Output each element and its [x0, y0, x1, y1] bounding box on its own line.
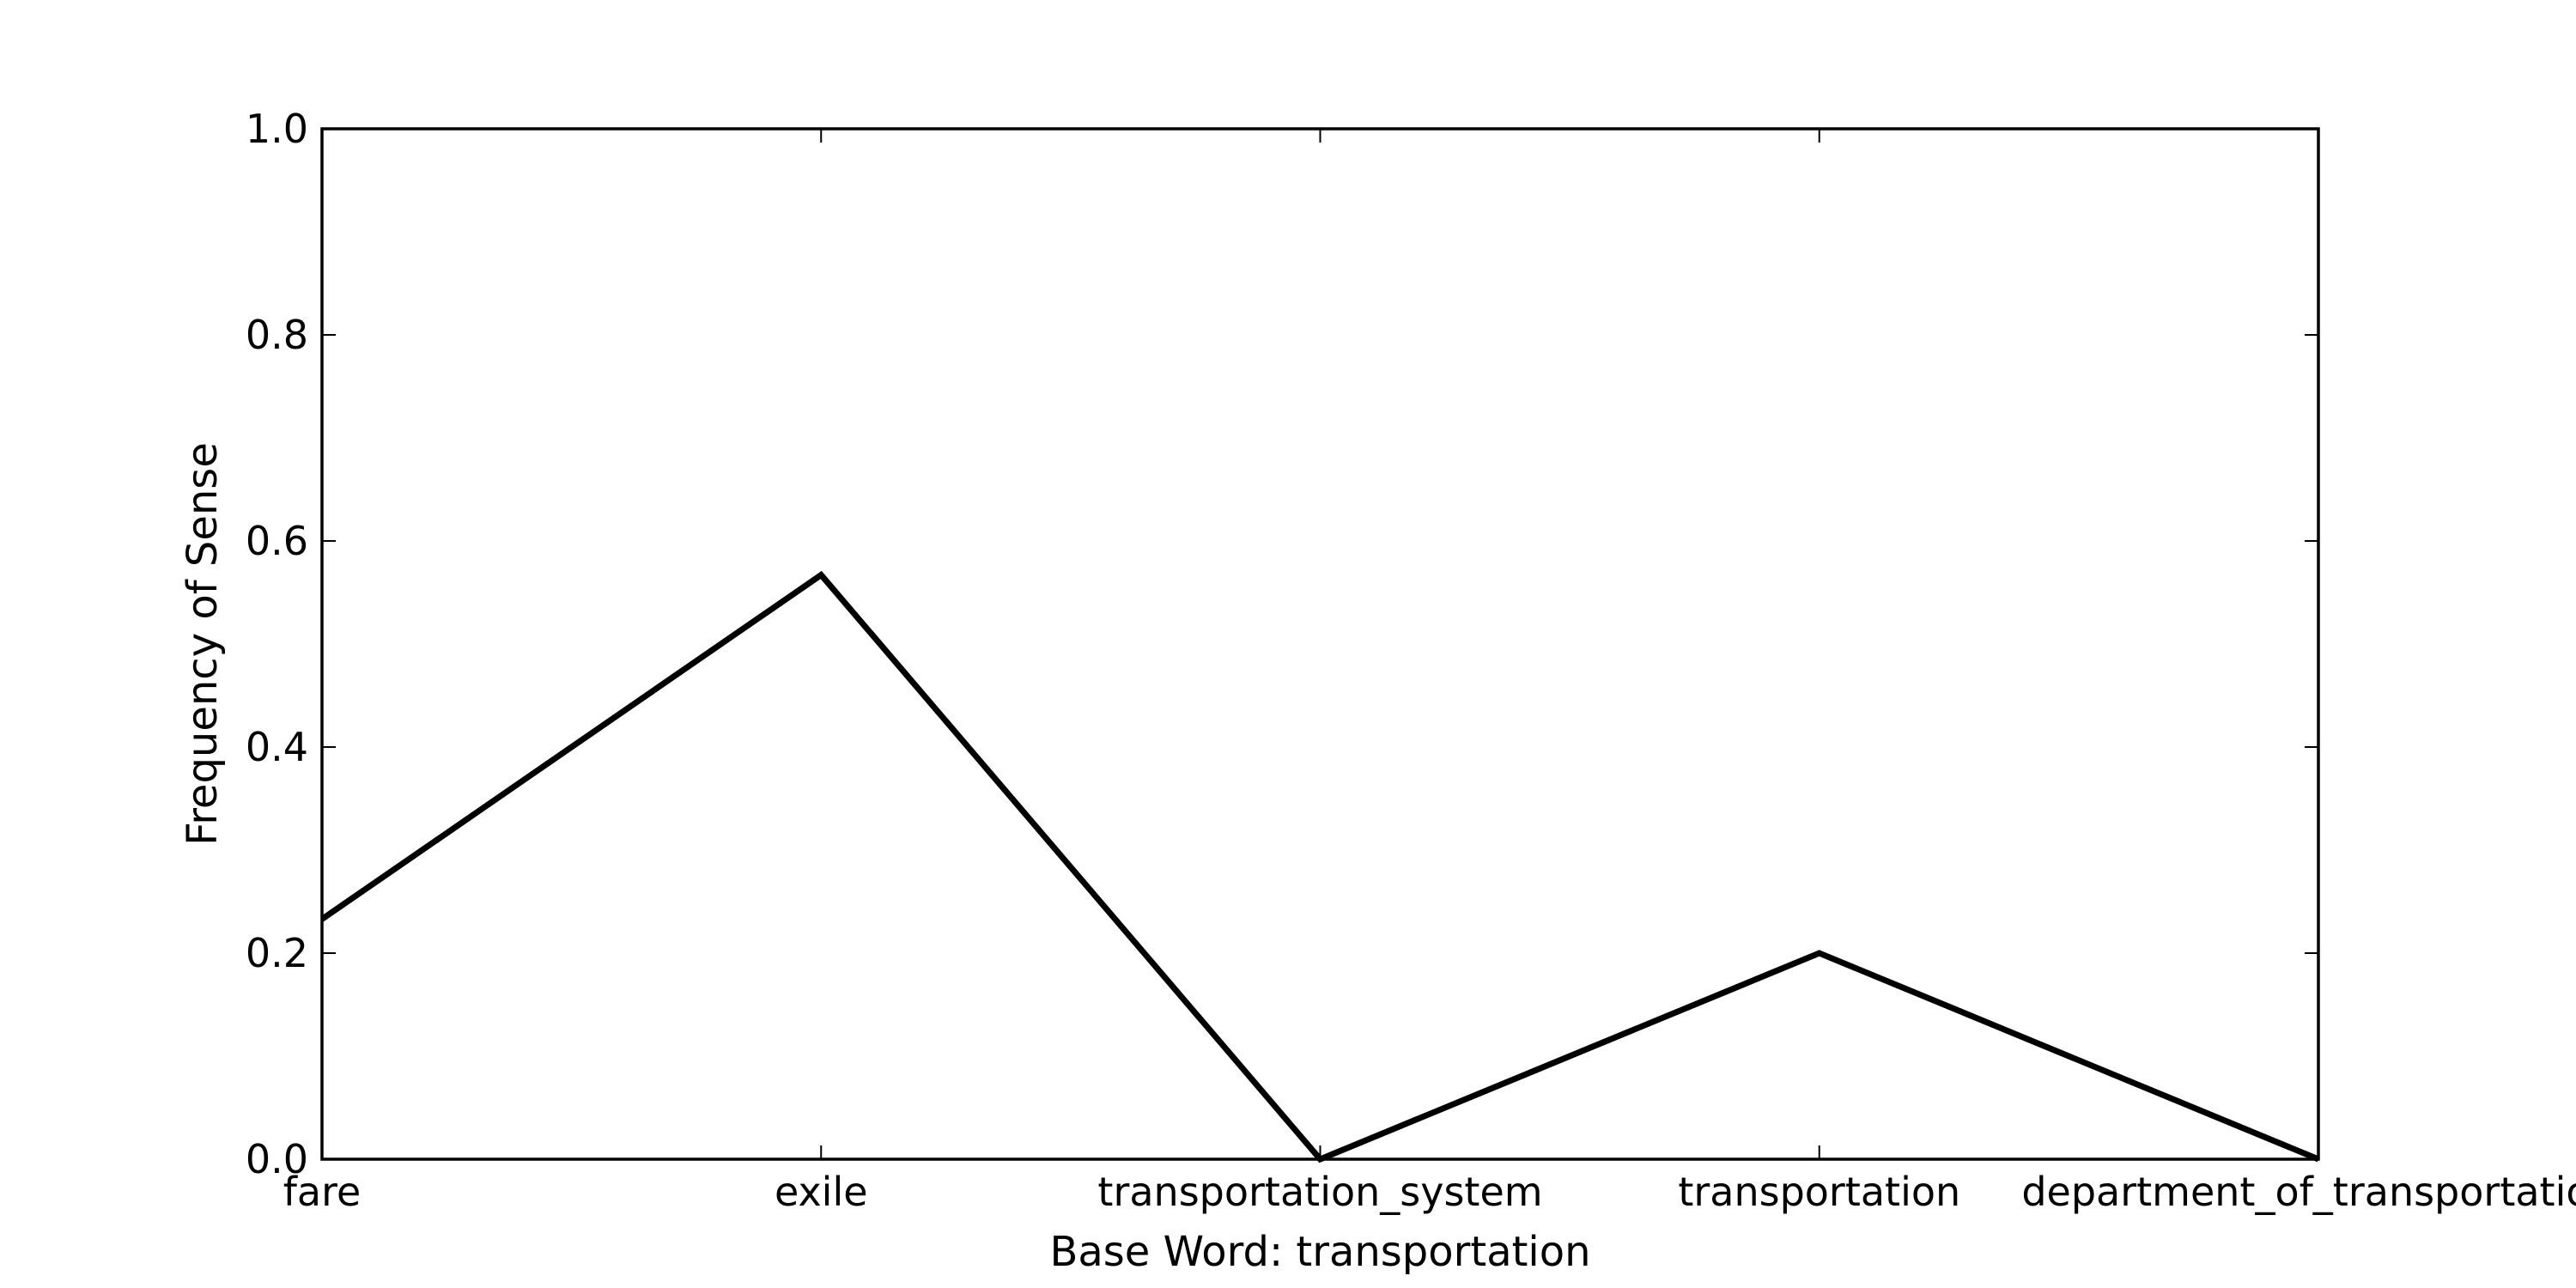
y-tick-label: 0.6 — [246, 518, 308, 564]
x-tick-label: transportation — [1678, 1169, 1960, 1215]
y-tick-labels: 0.0 0.2 0.4 0.6 0.8 1.0 — [246, 106, 308, 1182]
series-line — [320, 570, 2320, 1163]
x-tick-label: exile — [775, 1169, 868, 1215]
x-axis-label: Base Word: transportation — [1049, 1228, 1590, 1276]
y-tick-label: 0.8 — [246, 312, 308, 358]
y-axis-label: Frequency of Sense — [179, 442, 227, 846]
x-tick-label: department_of_transportation — [2021, 1169, 2576, 1215]
x-tick-label: fare — [283, 1169, 361, 1215]
y-tick-label: 0.4 — [246, 724, 308, 770]
series-layer — [320, 570, 2320, 1163]
tick-marks — [321, 128, 2319, 1160]
data-point — [1819, 952, 1820, 954]
x-tick-labels: fare exile transportation_system transporta… — [283, 1169, 2576, 1215]
y-tick-label: 0.2 — [246, 930, 308, 976]
plot-frame — [320, 127, 2320, 1161]
y-tick-label: 1.0 — [246, 106, 308, 152]
data-point — [820, 574, 822, 576]
y-tick-label: 0.0 — [246, 1136, 308, 1182]
x-tick-label: transportation_system — [1097, 1169, 1542, 1215]
